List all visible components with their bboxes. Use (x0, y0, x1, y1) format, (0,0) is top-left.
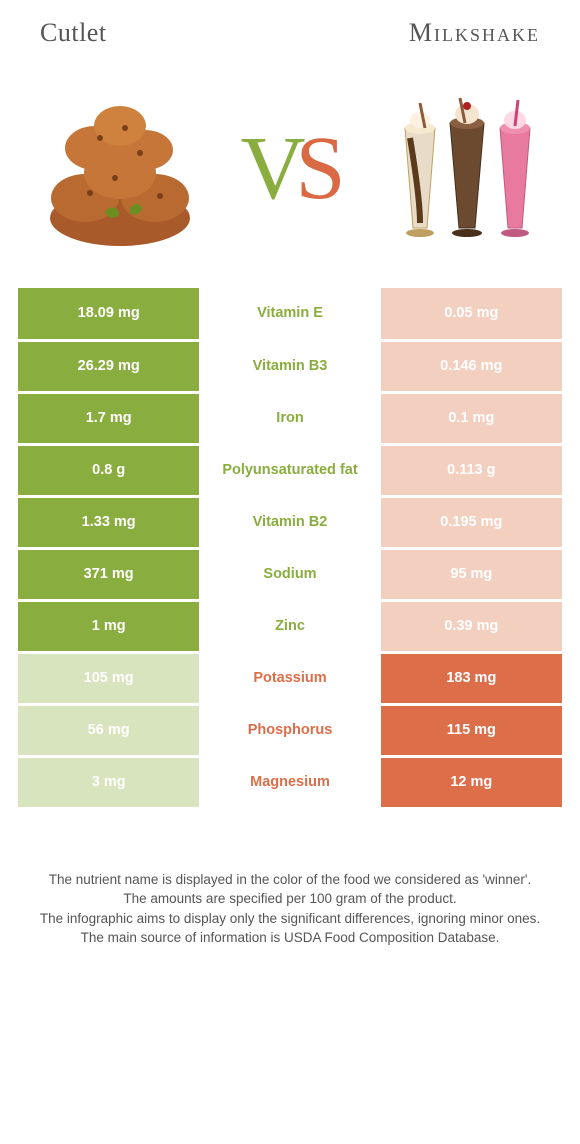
milkshake-image (370, 78, 550, 258)
hero-row: V S (0, 58, 580, 288)
right-value-cell: 0.1 mg (381, 392, 562, 444)
table-row: 3 mgMagnesium12 mg (18, 756, 562, 808)
food-title-right: Milkshake (409, 18, 540, 48)
left-value-cell: 0.8 g (18, 444, 199, 496)
table-row: 56 mgPhosphorus115 mg (18, 704, 562, 756)
left-value-cell: 1.33 mg (18, 496, 199, 548)
nutrient-name-cell: Potassium (199, 652, 380, 704)
right-value-cell: 183 mg (381, 652, 562, 704)
nutrient-name-cell: Vitamin E (199, 288, 380, 340)
left-value-cell: 26.29 mg (18, 340, 199, 392)
header: Cutlet Milkshake (0, 0, 580, 58)
left-value-cell: 18.09 mg (18, 288, 199, 340)
right-value-cell: 0.113 g (381, 444, 562, 496)
nutrient-name-cell: Zinc (199, 600, 380, 652)
nutrient-name-cell: Vitamin B2 (199, 496, 380, 548)
right-value-cell: 0.39 mg (381, 600, 562, 652)
nutrient-name-cell: Vitamin B3 (199, 340, 380, 392)
left-value-cell: 1 mg (18, 600, 199, 652)
table-row: 26.29 mgVitamin B30.146 mg (18, 340, 562, 392)
right-value-cell: 115 mg (381, 704, 562, 756)
right-value-cell: 0.05 mg (381, 288, 562, 340)
vs-v: V (240, 117, 299, 220)
footer-line: The infographic aims to display only the… (34, 909, 546, 929)
table-row: 18.09 mgVitamin E0.05 mg (18, 288, 562, 340)
table-row: 1.7 mgIron0.1 mg (18, 392, 562, 444)
left-value-cell: 3 mg (18, 756, 199, 808)
footer-line: The nutrient name is displayed in the co… (34, 870, 546, 890)
table-row: 371 mgSodium95 mg (18, 548, 562, 600)
table-row: 1 mgZinc0.39 mg (18, 600, 562, 652)
vs-label: V S (240, 117, 339, 220)
left-value-cell: 105 mg (18, 652, 199, 704)
table-row: 1.33 mgVitamin B20.195 mg (18, 496, 562, 548)
nutrient-name-cell: Sodium (199, 548, 380, 600)
nutrient-name-cell: Iron (199, 392, 380, 444)
footer-line: The amounts are specified per 100 gram o… (34, 889, 546, 909)
cutlet-image (30, 78, 210, 258)
nutrient-name-cell: Polyunsaturated fat (199, 444, 380, 496)
comparison-table: 18.09 mgVitamin E0.05 mg26.29 mgVitamin … (18, 288, 562, 810)
right-value-cell: 0.146 mg (381, 340, 562, 392)
left-value-cell: 1.7 mg (18, 392, 199, 444)
right-value-cell: 95 mg (381, 548, 562, 600)
nutrient-name-cell: Magnesium (199, 756, 380, 808)
left-value-cell: 56 mg (18, 704, 199, 756)
right-value-cell: 0.195 mg (381, 496, 562, 548)
table-row: 0.8 gPolyunsaturated fat0.113 g (18, 444, 562, 496)
vs-s: S (295, 117, 339, 220)
footer-notes: The nutrient name is displayed in the co… (0, 810, 580, 968)
footer-line: The main source of information is USDA F… (34, 928, 546, 948)
table-row: 105 mgPotassium183 mg (18, 652, 562, 704)
infographic-container: Cutlet Milkshake V S (0, 0, 580, 968)
left-value-cell: 371 mg (18, 548, 199, 600)
nutrient-name-cell: Phosphorus (199, 704, 380, 756)
right-value-cell: 12 mg (381, 756, 562, 808)
food-title-left: Cutlet (40, 18, 107, 48)
